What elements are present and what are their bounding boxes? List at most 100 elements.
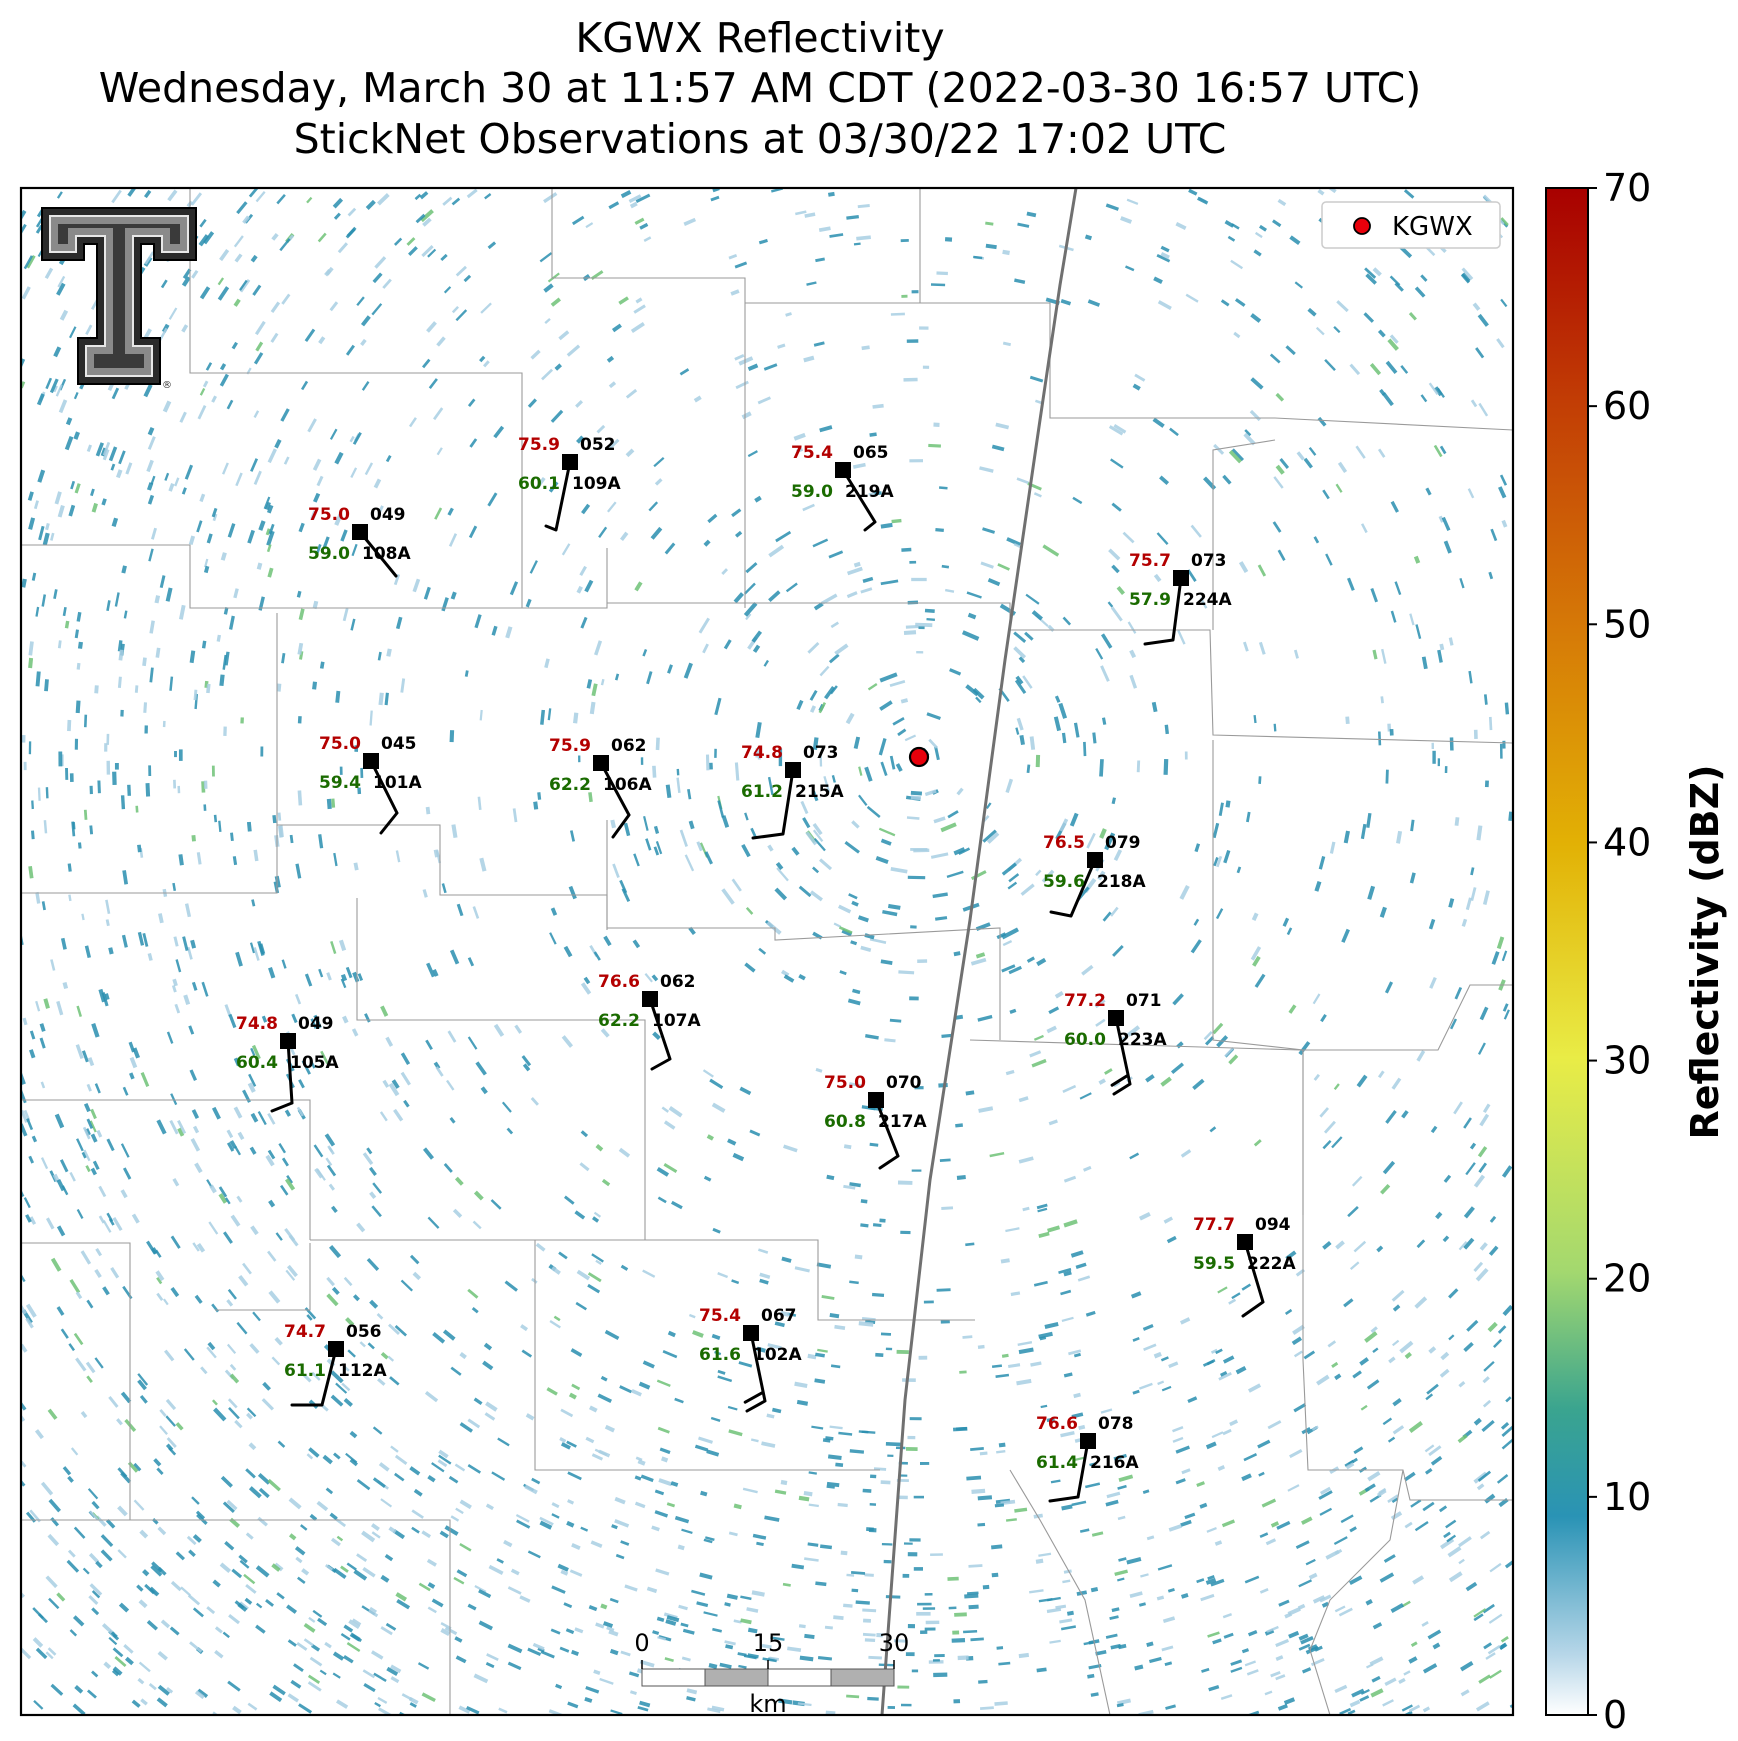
echo-gate — [973, 255, 983, 260]
echo-gate — [338, 939, 347, 952]
echo-gate — [1479, 1006, 1489, 1021]
station-pressure: 094 — [1255, 1215, 1291, 1235]
echo-gate — [493, 425, 505, 439]
echo-gate — [396, 1599, 411, 1610]
echo-gate — [142, 932, 149, 947]
echo-gate — [238, 1554, 248, 1564]
echo-gate — [1331, 1361, 1339, 1368]
echo-gate — [1385, 769, 1389, 784]
echo-gate — [1175, 221, 1187, 231]
echo-gate — [343, 1365, 350, 1372]
echo-gate — [1109, 1615, 1119, 1620]
echo-gate — [1396, 830, 1403, 844]
echo-gate — [406, 237, 416, 246]
echo-gate — [655, 737, 660, 751]
echo-gate — [703, 539, 711, 547]
echo-gate — [1371, 1675, 1381, 1683]
echo-gate — [395, 1592, 408, 1602]
echo-gate — [1026, 764, 1031, 774]
echo-gate — [940, 822, 957, 833]
echo-gate — [1391, 1289, 1405, 1302]
echo-gate — [1469, 1142, 1477, 1150]
echo-gate — [102, 1286, 110, 1296]
echo-gate — [1238, 561, 1249, 574]
echo-gate — [1018, 656, 1026, 664]
echo-gate — [1050, 1479, 1061, 1484]
echo-gate — [192, 1607, 204, 1618]
echo-gate — [757, 396, 771, 405]
echo-gate — [1296, 451, 1305, 461]
echo-gate — [897, 728, 907, 737]
echo-gate — [1014, 278, 1026, 284]
echo-gate — [731, 878, 742, 892]
echo-gate — [1285, 1250, 1297, 1261]
echo-gate — [1160, 245, 1170, 253]
echo-gate — [979, 466, 994, 473]
echo-gate — [360, 315, 371, 327]
county-boundary — [130, 1519, 451, 1715]
station-temperature: 74.7 — [284, 1322, 326, 1342]
echo-gate — [40, 1481, 54, 1496]
echo-gate — [362, 1669, 376, 1679]
echo-gate — [1398, 1677, 1406, 1685]
echo-gate — [708, 1663, 718, 1669]
echo-gate — [1390, 610, 1397, 623]
echo-gate — [1477, 1042, 1486, 1055]
echo-gate — [657, 1196, 667, 1204]
echo-gate — [1081, 964, 1094, 976]
echo-gate — [482, 1360, 494, 1371]
echo-gate — [1489, 1669, 1502, 1679]
echo-gate — [744, 812, 749, 821]
echo-gate — [791, 846, 800, 856]
echo-gate — [571, 1543, 581, 1551]
echo-gate — [329, 428, 338, 440]
station-dewpoint: 59.6 — [1043, 872, 1085, 892]
echo-gate — [234, 1145, 241, 1156]
county-boundary — [551, 188, 746, 608]
echo-gate — [1212, 1638, 1222, 1645]
echo-gate — [1349, 1526, 1357, 1533]
echo-gate — [411, 1526, 420, 1534]
echo-gate — [1002, 341, 1012, 347]
echo-gate — [1392, 1339, 1400, 1347]
echo-gate — [306, 196, 313, 204]
echo-gate — [1473, 1417, 1482, 1426]
echo-gate — [1018, 1652, 1030, 1659]
echo-gate — [48, 1498, 61, 1513]
echo-gate — [230, 1214, 241, 1227]
echo-gate — [378, 1462, 390, 1472]
echo-gate — [418, 1582, 431, 1592]
echo-gate — [543, 283, 554, 293]
echo-gate — [35, 606, 40, 617]
echo-gate — [316, 1500, 329, 1512]
echo-gate — [571, 1383, 581, 1391]
echo-gate — [1458, 1536, 1472, 1548]
echo-gate — [873, 1467, 887, 1471]
echo-gate — [878, 827, 896, 837]
echo-gate — [780, 1310, 790, 1317]
echo-gate — [1379, 1572, 1395, 1583]
echo-gate — [254, 320, 266, 336]
echo-gate — [588, 1605, 598, 1612]
echo-gate — [412, 578, 421, 593]
echo-gate — [134, 685, 139, 693]
echo-gate — [997, 563, 1010, 571]
echo-gate — [1410, 1499, 1422, 1508]
echo-gate — [580, 616, 588, 629]
